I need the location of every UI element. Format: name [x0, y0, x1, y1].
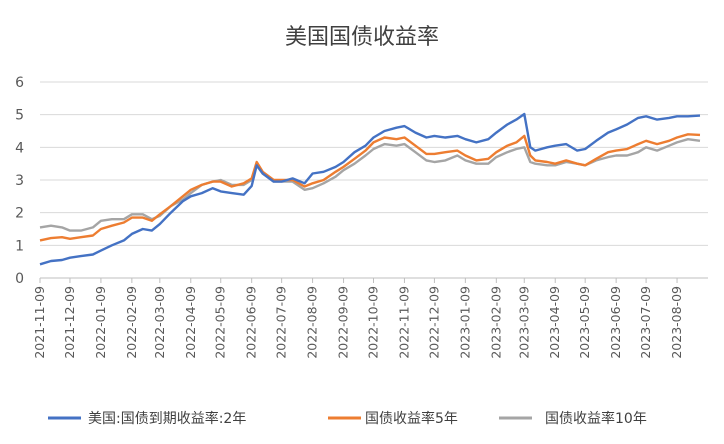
- y-tick-label: 2: [15, 206, 24, 222]
- legend: 美国:国债到期收益率:2年 国债收益率5年 国债收益率10年: [48, 410, 647, 427]
- legend-label-3: 国债收益率10年: [545, 410, 647, 427]
- y-tick-label: 1: [15, 238, 24, 254]
- series-line-1: [39, 112, 701, 266]
- plot-lines: [39, 112, 701, 266]
- x-tick-label: 2021-11-09: [32, 286, 47, 359]
- y-tick-label: 4: [15, 140, 24, 156]
- y-axis: 0 1 2 3 4 5 6: [15, 75, 24, 287]
- x-tick-label: 2023-07-09: [638, 286, 653, 359]
- y-tick-label: 5: [15, 108, 24, 124]
- x-tick-label: 2023-05-09: [577, 286, 592, 359]
- y-tick-label: 0: [15, 271, 24, 287]
- x-tick-label: 2022-01-09: [93, 286, 108, 359]
- x-tick-label: 2022-12-09: [426, 286, 441, 359]
- x-tick-label: 2022-06-09: [244, 286, 259, 359]
- x-tick-label: 2022-02-09: [124, 286, 139, 359]
- x-axis: 2021-11-09 2021-12-09 2022-01-09 2022-02-09…: [32, 277, 708, 359]
- x-tick-label: 2022-10-09: [366, 286, 381, 359]
- x-tick-label: 2022-05-09: [213, 286, 228, 359]
- x-tick-label: 2023-03-09: [516, 286, 531, 359]
- gridlines: [40, 81, 708, 246]
- x-tick-label: 2023-01-09: [457, 286, 472, 359]
- y-tick-label: 6: [15, 75, 24, 91]
- x-tick-label: 2022-03-09: [152, 286, 167, 359]
- x-tick-label: 2022-08-09: [305, 286, 320, 359]
- x-tick-label: 2022-07-09: [274, 286, 289, 359]
- y-tick-label: 3: [15, 173, 24, 189]
- x-tick-label: 2023-04-09: [547, 286, 562, 359]
- chart-title: 美国国债收益率: [285, 25, 439, 50]
- x-tick-label: 2022-11-09: [396, 286, 411, 359]
- series-line-2: [39, 133, 701, 242]
- x-tick-label: 2023-08-09: [669, 286, 684, 359]
- legend-label-2: 国债收益率5年: [365, 410, 458, 427]
- legend-label-1: 美国:国债到期收益率:2年: [88, 410, 246, 427]
- x-tick-label: 2023-02-09: [488, 286, 503, 359]
- x-tick-label: 2022-04-09: [183, 286, 198, 359]
- x-tick-label: 2022-09-09: [336, 286, 351, 359]
- x-tick-label: 2021-12-09: [62, 286, 77, 359]
- x-tick-label: 2023-06-09: [608, 286, 623, 359]
